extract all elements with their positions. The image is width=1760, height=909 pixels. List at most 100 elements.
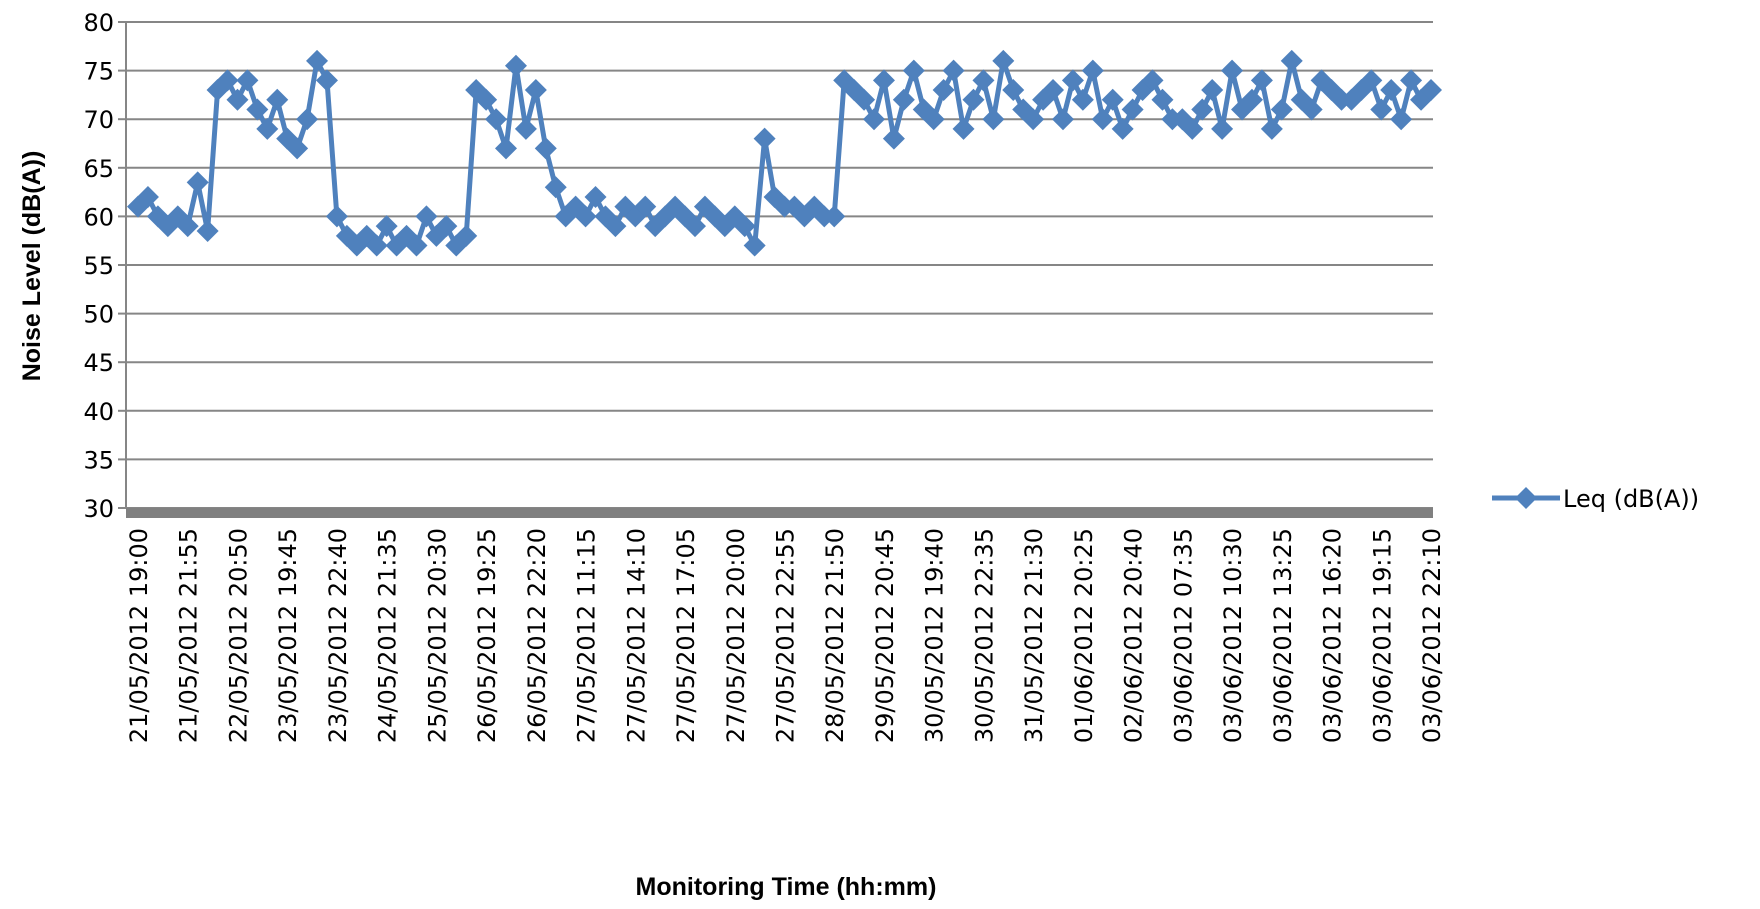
data-point xyxy=(922,108,945,131)
data-point xyxy=(753,127,776,150)
x-tick-label: 02/06/2012 20:40 xyxy=(1120,528,1148,743)
data-point xyxy=(1141,69,1164,92)
x-axis xyxy=(126,508,1433,518)
x-tick-label: 31/05/2012 21:30 xyxy=(1020,528,1048,743)
data-point xyxy=(1121,98,1144,121)
data-point xyxy=(186,171,209,194)
data-point xyxy=(882,127,905,150)
x-tick-label: 24/05/2012 21:35 xyxy=(374,528,402,743)
data-point xyxy=(1380,79,1403,102)
data-point xyxy=(1280,49,1303,72)
x-tick-label: 30/05/2012 19:40 xyxy=(921,528,949,743)
data-point xyxy=(1191,98,1214,121)
y-tick-label: 80 xyxy=(83,9,114,37)
data-point xyxy=(325,205,348,228)
data-point xyxy=(634,195,657,218)
x-tick-label: 28/05/2012 21:50 xyxy=(821,528,849,743)
data-point xyxy=(1002,79,1025,102)
x-tick-label: 03/06/2012 13:25 xyxy=(1269,528,1297,743)
x-tick-label: 22/05/2012 20:50 xyxy=(224,528,252,743)
data-point xyxy=(604,215,627,238)
x-tick-label: 03/06/2012 19:15 xyxy=(1368,528,1396,743)
x-tick-label: 26/05/2012 22:20 xyxy=(523,528,551,743)
data-point xyxy=(952,117,975,140)
data-point xyxy=(1181,117,1204,140)
data-point xyxy=(286,137,309,160)
x-tick-label: 03/06/2012 07:35 xyxy=(1169,528,1197,743)
data-point xyxy=(1240,88,1263,111)
data-point xyxy=(683,215,706,238)
data-point xyxy=(266,88,289,111)
x-tick-label: 27/05/2012 17:05 xyxy=(672,528,700,743)
data-point xyxy=(296,108,319,131)
legend-marker xyxy=(1515,487,1537,509)
x-tick-label: 25/05/2012 20:30 xyxy=(423,528,451,743)
data-point xyxy=(992,49,1015,72)
y-tick-label: 30 xyxy=(83,495,114,523)
data-point xyxy=(504,54,527,77)
data-point xyxy=(863,108,886,131)
legend-label: Leq (dB(A)) xyxy=(1563,485,1699,513)
data-point xyxy=(1111,117,1134,140)
x-axis-title: Monitoring Time (hh:mm) xyxy=(636,873,937,901)
data-point xyxy=(375,215,398,238)
y-tick-label: 50 xyxy=(83,301,114,329)
data-point xyxy=(1101,88,1124,111)
data-point xyxy=(932,79,955,102)
x-tick-label: 27/05/2012 22:55 xyxy=(772,528,800,743)
y-tick-label: 35 xyxy=(83,446,114,474)
y-tick-label: 45 xyxy=(83,349,114,377)
data-point xyxy=(1091,108,1114,131)
data-point xyxy=(1022,108,1045,131)
data-point xyxy=(1211,117,1234,140)
data-point xyxy=(495,137,518,160)
data-point xyxy=(942,59,965,82)
data-point xyxy=(1221,59,1244,82)
data-point xyxy=(475,88,498,111)
data-point xyxy=(1081,59,1104,82)
y-tick-label: 55 xyxy=(83,252,114,280)
data-point xyxy=(534,137,557,160)
data-point xyxy=(574,205,597,228)
data-point xyxy=(415,205,438,228)
data-point xyxy=(733,215,756,238)
data-point xyxy=(1400,69,1423,92)
data-point xyxy=(405,234,428,257)
data-point xyxy=(544,176,567,199)
data-point xyxy=(892,88,915,111)
data-point xyxy=(216,69,239,92)
x-tick-label: 01/06/2012 20:25 xyxy=(1070,528,1098,743)
x-tick-label: 23/05/2012 22:40 xyxy=(324,528,352,743)
data-point xyxy=(365,234,388,257)
data-point xyxy=(1390,108,1413,131)
data-point xyxy=(1370,98,1393,121)
data-point xyxy=(306,49,329,72)
data-point xyxy=(524,79,547,102)
data-point xyxy=(853,88,876,111)
y-tick-label: 40 xyxy=(83,398,114,426)
data-point xyxy=(485,108,508,131)
data-point xyxy=(1201,79,1224,102)
data-point xyxy=(315,69,338,92)
x-tick-label: 23/05/2012 19:45 xyxy=(274,528,302,743)
y-tick-label: 70 xyxy=(83,106,114,134)
x-tick-label: 29/05/2012 20:45 xyxy=(871,528,899,743)
data-point xyxy=(872,69,895,92)
data-point xyxy=(246,98,269,121)
x-tick-label: 21/05/2012 21:55 xyxy=(175,528,203,743)
data-point xyxy=(256,117,279,140)
data-point xyxy=(1360,69,1383,92)
data-point xyxy=(972,69,995,92)
data-point xyxy=(455,224,478,247)
data-point xyxy=(196,219,219,242)
data-point xyxy=(1042,79,1065,102)
data-point xyxy=(823,205,846,228)
x-tick-label: 27/05/2012 20:00 xyxy=(722,528,750,743)
x-tick-label: 26/05/2012 19:25 xyxy=(473,528,501,743)
x-tick-label: 03/06/2012 22:10 xyxy=(1418,528,1446,743)
data-point xyxy=(226,88,249,111)
data-point xyxy=(743,234,766,257)
data-point xyxy=(962,88,985,111)
data-point xyxy=(1260,117,1283,140)
